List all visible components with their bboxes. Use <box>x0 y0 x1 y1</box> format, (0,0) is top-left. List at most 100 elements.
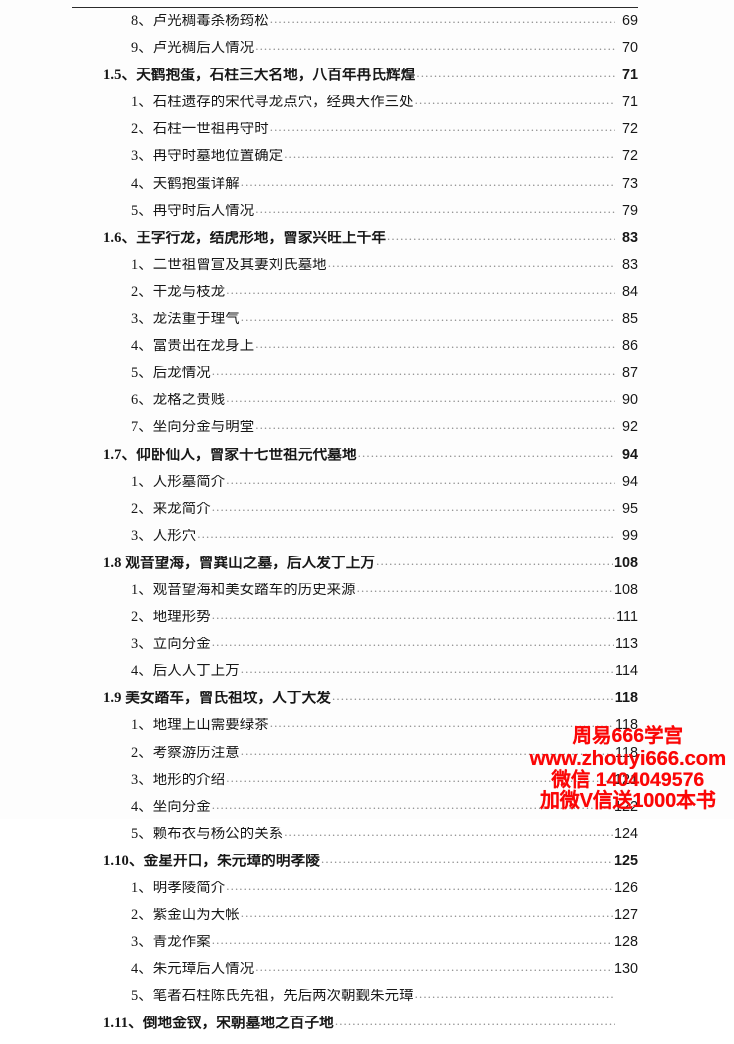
toc-entry-label: 4、富贵出在龙身上 <box>131 339 255 355</box>
toc-entry-page-number: 118 <box>615 718 638 734</box>
toc-entry-label: 4、天鹤抱蛋详解 <box>131 176 240 192</box>
toc-entry[interactable]: 1.7、仰卧仙人，曾家十七世祖元代墓地 94 <box>0 448 734 475</box>
toc-leader-dots <box>376 556 613 567</box>
toc-leader-dots <box>321 854 613 865</box>
toc-leader-dots <box>358 448 615 459</box>
toc-entry-label: 5、冉守时后人情况 <box>131 203 255 219</box>
toc-entry[interactable]: 1.11、倒地金钗，宋朝墓地之百子地 <box>0 1016 734 1043</box>
toc-entry[interactable]: 5、赖布衣与杨公的关系 124 <box>0 827 734 854</box>
toc-entry-label: 2、考察游历注意 <box>131 745 240 761</box>
toc-leader-dots <box>226 773 613 784</box>
toc-leader-dots <box>255 339 615 350</box>
toc-entry-page-number: 94 <box>621 474 638 490</box>
toc-entry[interactable]: 5、后龙情况 87 <box>0 366 734 393</box>
toc-entry[interactable]: 5、冉守时后人情况 79 <box>0 204 734 231</box>
toc-entry[interactable]: 6、龙格之贵贱 90 <box>0 393 734 420</box>
toc-entry[interactable]: 1、观音望海和美女踏车的历史来源 108 <box>0 583 734 610</box>
toc-leader-dots <box>212 800 613 811</box>
toc-entry[interactable]: 2、来龙简介 95 <box>0 502 734 529</box>
toc-entry-page-number: 118 <box>615 745 638 761</box>
toc-leader-dots <box>241 746 614 757</box>
toc-leader-dots <box>226 881 613 892</box>
toc-entry-page-number: 125 <box>613 853 638 869</box>
toc-entry[interactable]: 3、龙法重于理气 85 <box>0 312 734 339</box>
toc-entry-page-number: 121 <box>613 772 638 788</box>
toc-entry-label: 1.10、金星开口，朱元璋的明孝陵 <box>103 853 320 869</box>
toc-leader-dots <box>270 14 615 25</box>
toc-leader-dots <box>241 177 615 188</box>
toc-entry[interactable]: 4、坐向分金 122 <box>0 800 734 827</box>
toc-entry-label: 1、明孝陵简介 <box>131 881 226 896</box>
toc-leader-dots <box>387 231 615 242</box>
toc-entry[interactable]: 2、地理形势 111 <box>0 610 734 637</box>
toc-leader-dots <box>415 989 615 1000</box>
toc-entry[interactable]: 1、石柱遗存的宋代寻龙点穴，经典大作三处 71 <box>0 95 734 122</box>
toc-entry-label: 9、卢光稠后人情况 <box>131 41 255 57</box>
toc-leader-dots <box>416 68 615 79</box>
toc-entry-page-number: 95 <box>621 501 638 517</box>
toc-entry[interactable]: 3、地形的介绍 121 <box>0 773 734 800</box>
toc-entry[interactable]: 3、立向分金 113 <box>0 637 734 664</box>
toc-entry-label: 3、地形的介绍 <box>131 772 226 788</box>
toc-entry-page-number: 111 <box>616 610 638 626</box>
toc-entry[interactable]: 8、卢光稠毒杀杨筠松 69 <box>0 14 734 41</box>
toc-entry-label: 2、干龙与枝龙 <box>131 284 226 300</box>
toc-entry-label: 5、赖布衣与杨公的关系 <box>131 826 284 842</box>
toc-entry-label: 1、石柱遗存的宋代寻龙点穴，经典大作三处 <box>131 95 414 111</box>
toc-entry[interactable]: 1、二世祖曾宣及其妻刘氏墓地 83 <box>0 258 734 285</box>
toc-entry[interactable]: 2、紫金山为大帐 127 <box>0 908 734 935</box>
toc-entry-page-number: 72 <box>621 122 638 138</box>
toc-entry[interactable]: 4、富贵出在龙身上 86 <box>0 339 734 366</box>
toc-leader-dots <box>270 122 615 133</box>
toc-leader-dots <box>212 637 614 648</box>
toc-entry[interactable]: 5、笔者石柱陈氏先祖，先后两次朝觐朱元璋 <box>0 989 734 1016</box>
toc-entry-page-number: 70 <box>621 41 638 57</box>
toc-entry-label: 4、坐向分金 <box>131 799 211 815</box>
toc-entry[interactable]: 3、冉守时墓地位置确定 72 <box>0 149 734 176</box>
toc-entry-label: 6、龙格之贵贱 <box>131 393 226 409</box>
toc-entry-label: 1、二世祖曾宣及其妻刘氏墓地 <box>131 257 327 273</box>
toc-entry[interactable]: 9、卢光稠后人情况 70 <box>0 41 734 68</box>
toc-entry-page-number: 85 <box>621 312 638 328</box>
toc-entry-page-number: 83 <box>621 230 638 246</box>
toc-entry-label: 4、朱元璋后人情况 <box>131 962 255 978</box>
toc-entry[interactable]: 1、地理上山需要绿茶 118 <box>0 718 734 745</box>
toc-leader-dots <box>415 95 615 106</box>
toc-leader-dots <box>241 312 615 323</box>
toc-entry[interactable]: 2、考察游历注意 118 <box>0 746 734 773</box>
toc-entry-label: 1、地理上山需要绿茶 <box>131 718 269 734</box>
toc-entry[interactable]: 4、天鹤抱蛋详解 73 <box>0 177 734 204</box>
toc-entry-label: 1.8 观音望海，曾巽山之墓，后人发丁上万 <box>103 555 376 571</box>
toc-leader-dots <box>255 420 615 431</box>
toc-leader-dots <box>255 204 615 215</box>
toc-entry[interactable]: 1.5、天鹤抱蛋，石柱三大名地，八百年冉氏辉煌 71 <box>0 68 734 95</box>
toc-entry-page-number: 130 <box>613 962 638 978</box>
toc-entry-page-number: 118 <box>614 691 638 707</box>
toc-entry[interactable]: 3、青龙作案 128 <box>0 935 734 962</box>
toc-entry-label: 8、卢光稠毒杀杨筠松 <box>131 14 269 29</box>
toc-entry-page-number: 71 <box>621 68 638 84</box>
toc-entry[interactable]: 3、人形穴 99 <box>0 529 734 556</box>
toc-entry[interactable]: 1.10、金星开口，朱元璋的明孝陵 125 <box>0 854 734 881</box>
toc-entry[interactable]: 4、朱元璋后人情况 130 <box>0 962 734 989</box>
toc-entry[interactable]: 1.8 观音望海，曾巽山之墓，后人发丁上万 108 <box>0 556 734 583</box>
toc-entry-page-number: 83 <box>621 257 638 273</box>
toc-entry-page-number: 90 <box>621 393 638 409</box>
toc-leader-dots <box>357 583 613 594</box>
toc-entry-page-number: 128 <box>613 935 638 951</box>
toc-leader-dots <box>241 908 613 919</box>
toc-entry-page-number: 87 <box>621 366 638 382</box>
toc-leader-dots <box>197 529 615 540</box>
toc-entry[interactable]: 4、后人人丁上万 114 <box>0 664 734 691</box>
toc-entry[interactable]: 1、明孝陵简介 126 <box>0 881 734 908</box>
toc-leader-dots <box>212 502 615 513</box>
toc-leader-dots <box>226 285 615 296</box>
toc-entry-page-number: 79 <box>621 203 638 219</box>
toc-entry[interactable]: 1、人形墓简介 94 <box>0 475 734 502</box>
toc-entry[interactable]: 2、干龙与枝龙 84 <box>0 285 734 312</box>
toc-entry[interactable]: 1.6、王字行龙，结虎形地，曾家兴旺上千年 83 <box>0 231 734 258</box>
toc-entry[interactable]: 2、石柱一世祖冉守时 72 <box>0 122 734 149</box>
toc-entry[interactable]: 1.9 美女踏车，曾氏祖坟，人丁大发 118 <box>0 691 734 718</box>
toc-entry[interactable]: 7、坐向分金与明堂 92 <box>0 420 734 447</box>
toc-entry-label: 1.5、天鹤抱蛋，石柱三大名地，八百年冉氏辉煌 <box>103 68 416 84</box>
